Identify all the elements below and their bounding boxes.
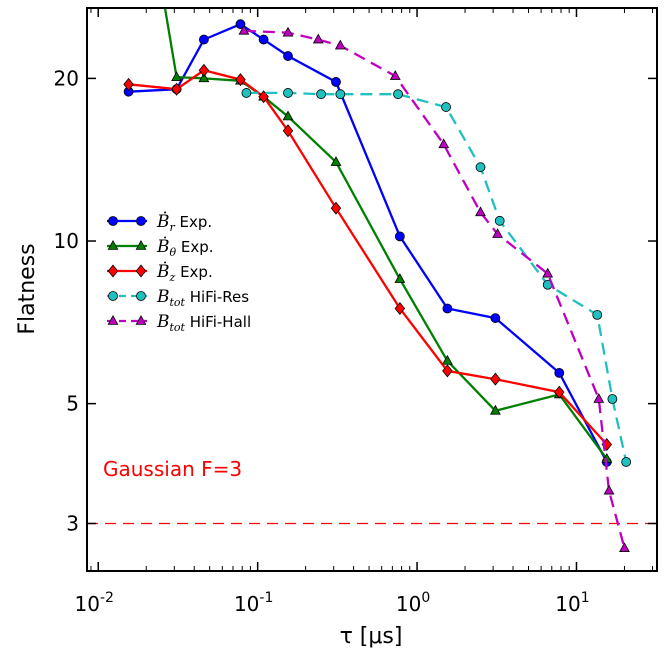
data-point: [490, 313, 501, 323]
ticks-layer: 10-2 10-1 100 101 3 5 10 20: [54, 8, 657, 616]
legend-marker: [136, 216, 146, 226]
legend: Ḃr Exp.Ḃθ Exp.Ḃz Exp. Btot HiFi-Res Btot H…: [107, 211, 251, 334]
y-tick-label: 10: [54, 229, 79, 253]
data-point: [198, 72, 210, 83]
x-axis-label: τ [μs]: [340, 624, 403, 649]
data-point: [171, 82, 182, 96]
data-point: [282, 110, 294, 121]
data-point: [334, 39, 346, 50]
x-tick-label: 100: [396, 590, 430, 616]
data-point: [171, 71, 182, 82]
data-point: [619, 542, 630, 552]
y-tick-label: 5: [66, 392, 79, 416]
legend-label: Ḃz Exp.: [156, 261, 213, 284]
data-point: [442, 303, 453, 314]
data-point: [198, 63, 210, 77]
data-point: [258, 90, 269, 104]
data-point: [282, 124, 294, 138]
series-4: [238, 24, 630, 552]
y-tick-label: 3: [66, 511, 79, 535]
data-point: [394, 302, 406, 316]
legend-label: Ḃθ Exp.: [156, 236, 214, 259]
legend-item: Ḃz Exp.: [107, 261, 213, 284]
data-point: [330, 201, 342, 215]
legend-marker: [108, 291, 118, 301]
data-point: [490, 372, 501, 386]
data-point: [603, 484, 615, 495]
y-tick-label: 20: [54, 66, 79, 90]
x-tick-label: 10-2: [75, 590, 114, 616]
data-point: [441, 102, 451, 112]
legend-marker: [135, 314, 147, 325]
data-point: [335, 89, 346, 100]
data-point: [199, 34, 209, 45]
plot-frame: [86, 7, 658, 572]
y-axis-label: Flatness: [15, 243, 40, 334]
legend-marker: [107, 314, 119, 325]
data-point: [241, 88, 252, 98]
data-point: [494, 215, 505, 226]
data-point: [394, 231, 405, 242]
data-point: [123, 77, 134, 91]
series-line: [128, 69, 608, 446]
data-point: [389, 70, 401, 80]
x-tick-label: 10-1: [234, 590, 273, 616]
series-2: [123, 63, 613, 452]
data-point: [394, 273, 406, 283]
legend-item: Ḃθ Exp.: [107, 236, 214, 259]
data-point: [554, 385, 565, 399]
ref-line-label: Gaussian F=3: [103, 457, 242, 481]
data-point: [621, 457, 632, 467]
legend-label: Btot HiFi-Res: [156, 287, 249, 309]
data-point: [393, 89, 403, 100]
legend-item: Btot HiFi-Res: [107, 287, 249, 309]
legend-marker: [135, 264, 147, 278]
data-point: [238, 24, 250, 35]
legend-marker: [136, 291, 146, 301]
legend-label: Btot HiFi-Hall: [156, 312, 251, 334]
plot-background: [87, 8, 657, 571]
legend-marker: [135, 239, 147, 250]
data-point: [258, 34, 269, 45]
data-point: [442, 354, 453, 365]
data-point: [330, 156, 342, 166]
data-point: [492, 228, 503, 238]
data-point: [592, 309, 603, 320]
data-point: [607, 394, 618, 404]
legend-label: Ḃr Exp.: [156, 211, 212, 234]
data-point: [282, 26, 294, 37]
legend-marker: [107, 264, 119, 278]
data-point: [283, 88, 293, 98]
data-point: [542, 267, 554, 278]
legend-marker: [107, 239, 119, 250]
data-point: [489, 404, 501, 415]
data-point: [593, 392, 605, 403]
series-3: [241, 88, 632, 467]
data-point: [442, 364, 453, 378]
series-line: [128, 22, 608, 463]
data-point: [554, 368, 565, 378]
data-point: [475, 162, 486, 173]
data-point: [331, 77, 341, 87]
data-point: [235, 19, 246, 30]
data-point: [312, 33, 324, 44]
data-point: [316, 89, 326, 100]
data-point: [235, 73, 246, 87]
series-line: [246, 91, 628, 463]
data-point: [438, 138, 450, 149]
series-layer: [123, 8, 632, 552]
series-line: [163, 8, 608, 460]
legend-marker: [108, 216, 118, 226]
data-point: [475, 206, 486, 217]
legend-item: Ḃr Exp.: [107, 211, 212, 234]
x-tick-label: 101: [555, 590, 589, 616]
data-point: [283, 51, 293, 61]
legend-item: Btot HiFi-Hall: [107, 312, 251, 334]
